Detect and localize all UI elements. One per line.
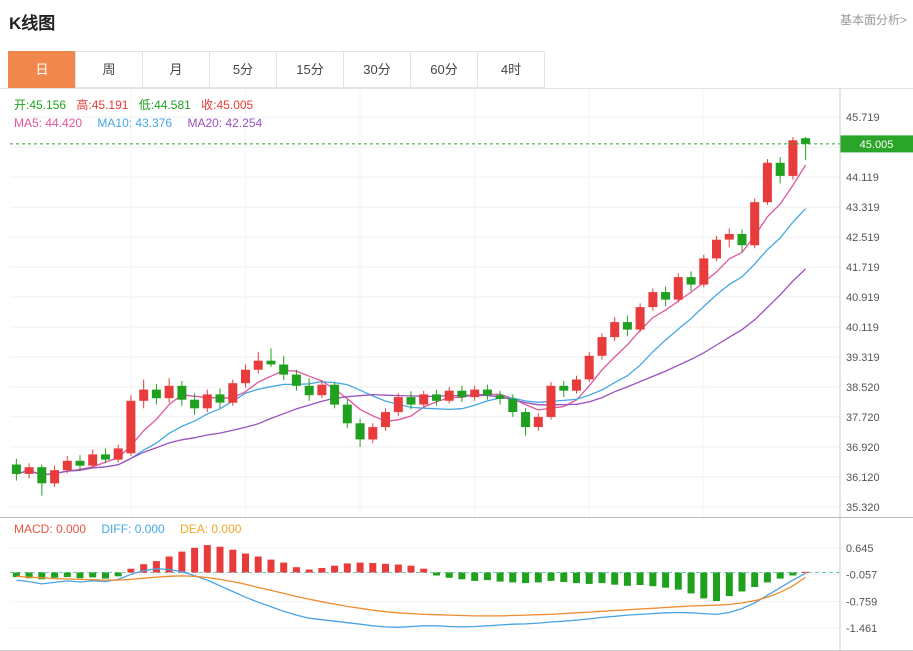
open-value: 开:45.156 [14,98,67,112]
macd-indicator-chart[interactable]: 0.645 -0.057 -0.759 -1.461 [0,517,913,651]
svg-text:42.519: 42.519 [846,232,880,244]
ma5-value: MA5: 44.420 [14,116,83,130]
macd-legend: MACD: 0.000 DIFF: 0.000 DEA: 0.000 [14,522,253,536]
page-title: K线图 [9,14,56,33]
svg-text:41.719: 41.719 [846,262,880,274]
tab-week[interactable]: 周 [75,51,143,88]
svg-text:39.319: 39.319 [846,352,880,364]
dea-value: DEA: 0.000 [180,522,242,536]
tab-30min[interactable]: 30分 [343,51,411,88]
high-value: 高:45.191 [76,98,129,112]
svg-text:0.645: 0.645 [846,543,874,555]
close-value: 收:45.005 [201,98,254,112]
ma20-value: MA20: 42.254 [187,116,263,130]
candlestick-chart[interactable]: 45.719 44.119 43.319 42.519 41.719 40.919 40.1… [0,89,913,517]
svg-text:40.119: 40.119 [846,322,879,334]
low-value: 低:44.581 [138,98,191,112]
fundamental-analysis-link[interactable]: 基本面分析> [839,13,907,27]
svg-text:38.520: 38.520 [846,382,880,394]
ma10-value: MA10: 43.376 [97,116,173,130]
ohlc-info: 开:45.156 高:45.191 低:44.581 收:45.005 [14,96,260,113]
tab-day[interactable]: 日 [8,51,76,88]
svg-text:40.919: 40.919 [846,292,880,304]
svg-text:37.720: 37.720 [846,412,880,424]
svg-text:45.719: 45.719 [846,112,880,124]
tab-15min[interactable]: 15分 [276,51,344,88]
diff-value: DIFF: 0.000 [101,522,165,536]
svg-text:36.120: 36.120 [846,472,880,484]
svg-text:45.005: 45.005 [860,139,894,151]
svg-text:43.319: 43.319 [846,202,880,214]
tab-month[interactable]: 月 [142,51,210,88]
svg-text:36.920: 36.920 [846,442,880,454]
macd-value: MACD: 0.000 [14,522,87,536]
svg-text:-0.759: -0.759 [846,596,877,608]
svg-text:44.119: 44.119 [846,172,879,184]
period-tab-bar: 日周月 5分 15分 30分 60分 4时 [8,51,545,88]
tab-4hour[interactable]: 4时 [477,51,545,88]
svg-text:-1.461: -1.461 [846,623,877,635]
ma-legend: MA5: 44.420 MA10: 43.376 MA20: 42.254 [14,116,274,130]
svg-text:-0.057: -0.057 [846,570,877,582]
chart-region: 开:45.156 高:45.191 低:44.581 收:45.005 MA5:… [0,88,913,651]
svg-text:35.320: 35.320 [846,502,880,514]
tab-5min[interactable]: 5分 [209,51,277,88]
tab-60min[interactable]: 60分 [410,51,478,88]
